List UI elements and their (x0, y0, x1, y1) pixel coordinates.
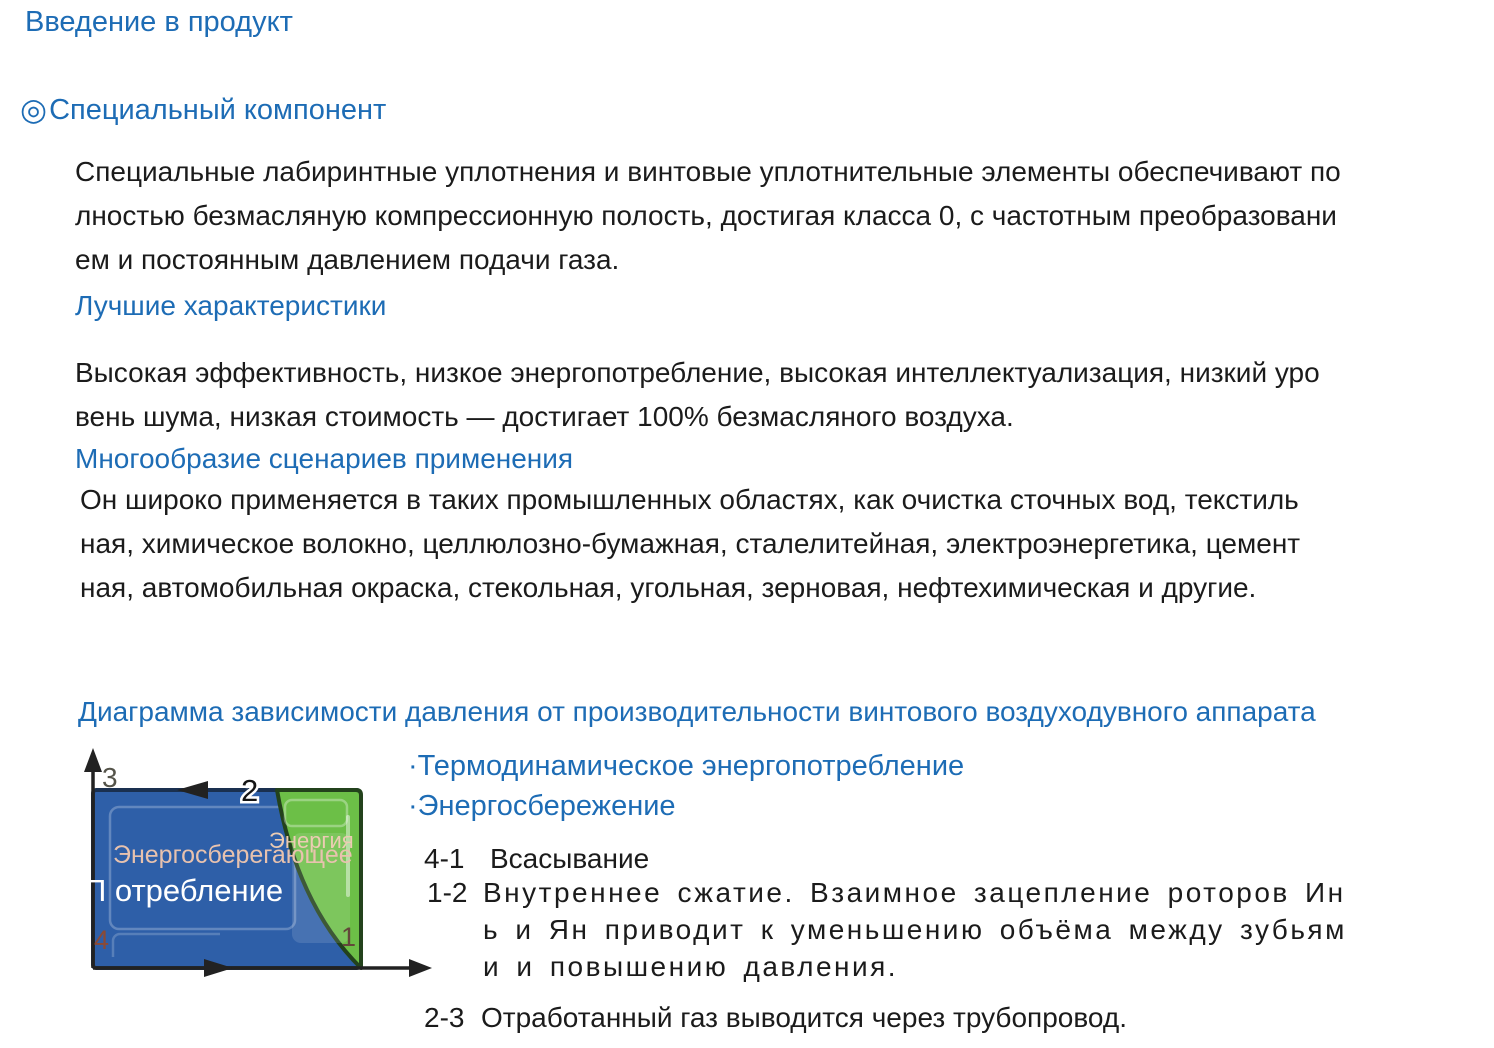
step-4-1: 4-1 Всасывание (424, 840, 649, 877)
step-number: 2-3 (424, 1002, 465, 1033)
step-1-2: 1-2 Внутреннее сжатие. Взаимное зацеплен… (427, 874, 1347, 985)
step-text-line: Внутреннее сжатие. Взаимное зацепление р… (483, 877, 1346, 908)
page-title: Введение в продукт (25, 6, 293, 38)
intro-line: ем и постоянным давлением подачи газа. (75, 244, 620, 275)
best-features-paragraph: Высокая эффективность, низкое энергопотр… (75, 351, 1320, 439)
point-4-label: 4 (94, 925, 109, 955)
section-marker-icon: ◎ (20, 92, 48, 127)
legend-item-energy-saving: ·Энергосбережение (408, 790, 676, 822)
green-region-highlight (283, 798, 349, 828)
green-energy-region (275, 788, 363, 970)
diagram-heading: Диаграмма зависимости давления от произв… (78, 696, 1316, 727)
point-2-label: 2 (241, 773, 258, 808)
step-text-line: ь и Ян приводит к уменьшению объёма межд… (483, 914, 1347, 945)
intro-paragraph: Специальные лабиринтные уплотнения и вин… (75, 150, 1341, 282)
legend-item-thermodynamic: ·Термодинамическое энергопотребление (408, 750, 965, 782)
point-3-label: 3 (102, 762, 118, 793)
section-heading: ◎ Специальный компонент (20, 92, 386, 128)
scenarios-line: Он широко применяется в таких промышленн… (80, 484, 1299, 515)
best-features-line: Высокая эффективность, низкое энергопотр… (75, 357, 1320, 388)
step-text: Всасывание (490, 843, 650, 874)
consumption-label-line1: Энергосберегающее (113, 841, 353, 869)
step-2-3: 2-3 Отработанный газ выводится через тру… (424, 999, 1127, 1036)
intro-line: лностью безмасляную компрессионную полос… (75, 200, 1337, 231)
green-region-gloss (292, 833, 350, 943)
blue-region-highlight (108, 805, 297, 931)
step-text-line: и и повышению давления. (483, 951, 899, 982)
scenarios-line: ная, автомобильная окраска, стекольная, … (80, 572, 1257, 603)
point-1-label: 1 (341, 922, 356, 952)
scenarios-heading: Многообразие сценариев применения (75, 443, 574, 474)
bottom-edge-right-arrow-icon (204, 959, 233, 977)
step-text: Внутреннее сжатие. Взаимное зацепление р… (483, 874, 1347, 985)
top-edge-left-arrow-icon (177, 781, 208, 799)
diagram-legend: ·Термодинамическое энергопотребление ·Эн… (408, 746, 964, 826)
best-features-heading: Лучшие характеристики (75, 290, 387, 321)
step-text: Отработанный газ выводится через трубопр… (481, 1002, 1127, 1033)
step-number: 4-1 (424, 843, 465, 874)
best-features-line: вень шума, низкая стоимость — достигает … (75, 401, 1014, 432)
consumption-label-line2: П отребление (84, 873, 283, 908)
step-number: 1-2 (427, 877, 468, 908)
scenarios-paragraph: Он широко применяется в таких промышленн… (80, 478, 1300, 610)
y-axis-arrow-icon (84, 748, 102, 772)
scenarios-line: ная, химическое волокно, целлюлозно-бума… (80, 528, 1301, 559)
section-heading-label: Специальный компонент (49, 93, 387, 126)
intro-line: Специальные лабиринтные уплотнения и вин… (75, 156, 1341, 187)
energy-region-label: Энергия (269, 828, 354, 853)
pressure-capacity-diagram: 3 2 4 1 Энергия Энергосберегающее П отре… (84, 748, 432, 977)
blue-region-highlight-2 (111, 932, 220, 957)
x-axis-arrow-icon (409, 959, 432, 977)
